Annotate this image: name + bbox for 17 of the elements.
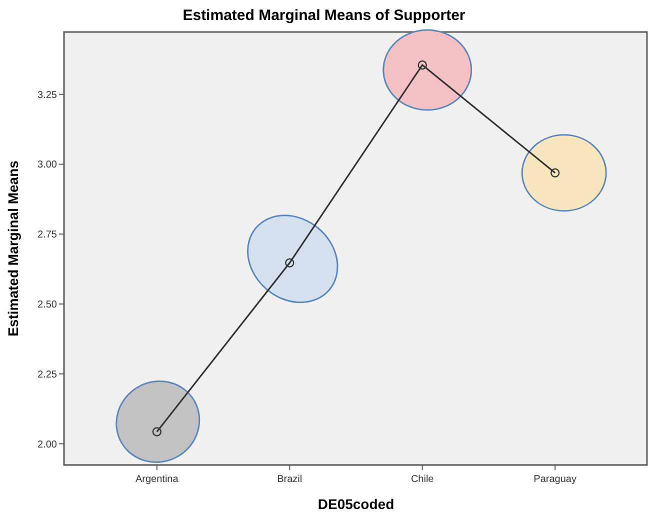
x-tick-label: Paraguay <box>534 474 576 485</box>
x-tick-label: Chile <box>410 474 434 485</box>
chart-title: Estimated Marginal Means of Supporter <box>182 7 466 24</box>
x-tick-label: Brazil <box>277 474 302 485</box>
y-tick-label: 2.25 <box>38 369 58 380</box>
y-axis-title: Estimated Marginal Means <box>5 160 21 336</box>
y-tick-label: 3.25 <box>38 90 58 101</box>
point <box>285 258 294 268</box>
x-tick-label: Argentina <box>136 474 179 485</box>
y-tick-label: 2.00 <box>38 439 58 450</box>
y-tick-label: 3.00 <box>38 160 58 171</box>
point <box>152 427 162 436</box>
point <box>418 60 427 70</box>
point <box>550 168 560 178</box>
y-tick-label: 2.75 <box>38 230 58 241</box>
y-tick-label: 2.50 <box>38 299 58 310</box>
x-axis-title: DE05coded <box>318 496 394 512</box>
